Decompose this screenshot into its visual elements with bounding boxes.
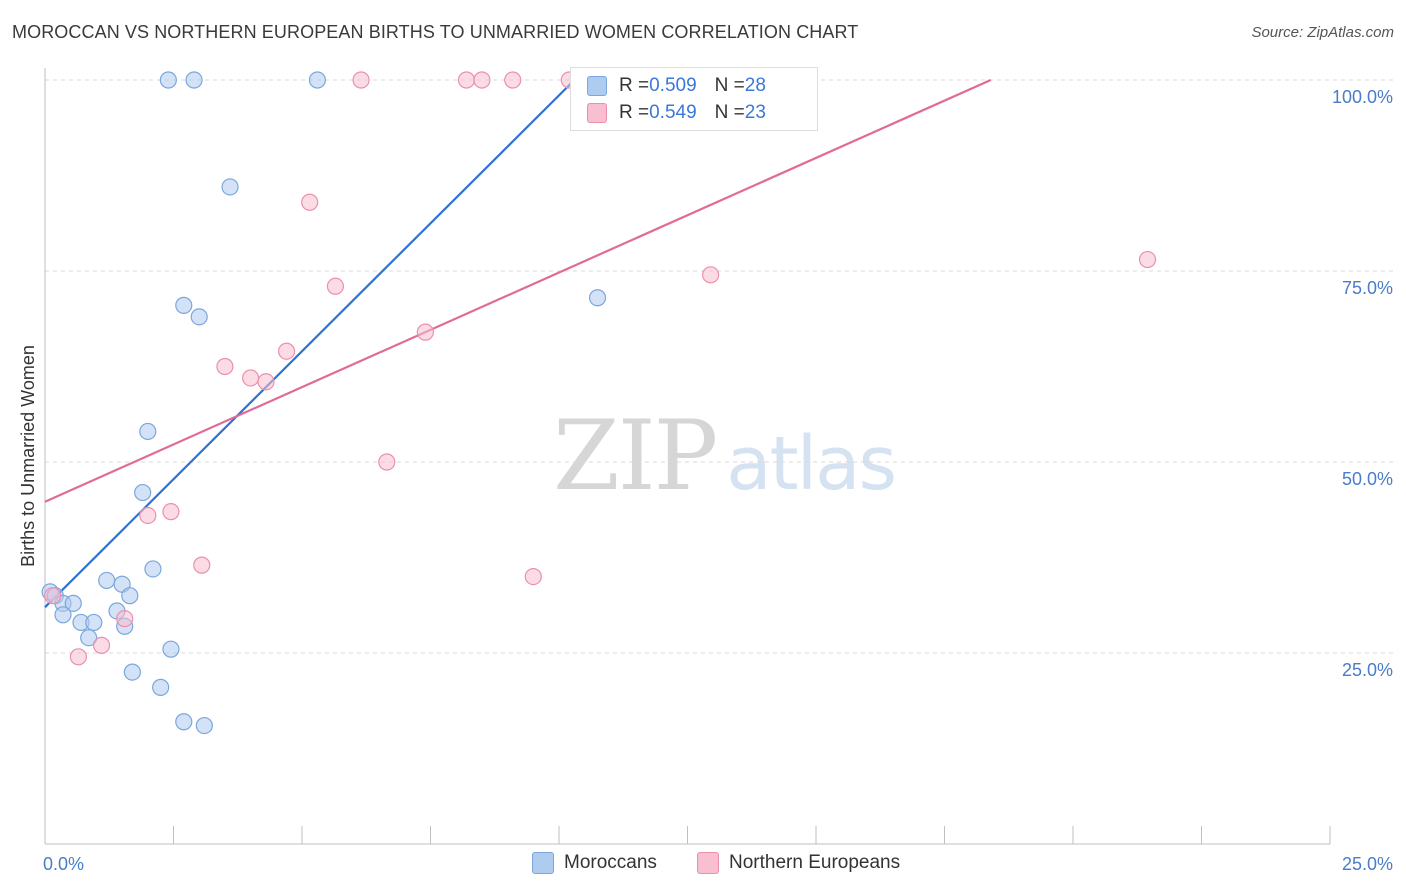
legend-item-northern-europeans: Northern Europeans [697, 852, 900, 874]
legend-label-northern-europeans: Northern Europeans [729, 852, 901, 873]
point-moroccans [139, 422, 157, 441]
point-northern-europeans [44, 587, 62, 605]
point-moroccans [152, 678, 170, 696]
point-northern-europeans [524, 567, 542, 586]
point-northern-europeans [193, 556, 211, 574]
point-northern-europeans [378, 453, 396, 471]
y-tick-label: 25.0% [1342, 660, 1393, 680]
point-moroccans [144, 560, 162, 578]
trend-line-moroccans [44, 79, 576, 608]
point-northern-europeans [242, 369, 260, 387]
legend-swatch-pink [697, 852, 719, 874]
legend-row-northern-europeans: R = 0.549 N = 23 [587, 100, 766, 126]
point-moroccans [64, 594, 82, 612]
legend-n-label: N = [714, 102, 745, 123]
point-moroccans [123, 663, 141, 681]
x-tick-label: 25.0% [1342, 854, 1393, 874]
point-northern-europeans [504, 71, 522, 89]
correlation-legend: R = 0.509 N = 28 R = 0.549 N = 23 [570, 67, 818, 131]
point-moroccans [98, 571, 116, 590]
point-moroccans [175, 296, 193, 314]
point-northern-europeans [162, 503, 180, 521]
legend-n-label: N = [714, 75, 745, 96]
trend-lines [44, 78, 992, 608]
point-moroccans [185, 71, 203, 89]
point-northern-europeans [69, 648, 88, 666]
point-moroccans [80, 629, 98, 647]
y-tick-label: 100.0% [1332, 87, 1393, 107]
point-moroccans [54, 606, 72, 624]
x-tick-label: 0.0% [43, 854, 84, 874]
trend-line-northern-europeans [44, 78, 992, 503]
point-northern-europeans [1138, 250, 1157, 269]
point-northern-europeans [352, 71, 370, 89]
y-tick-label: 50.0% [1342, 469, 1393, 489]
watermark-atlas: atlas [726, 421, 897, 507]
legend-swatch-blue [532, 852, 554, 874]
point-moroccans [85, 613, 103, 632]
point-moroccans [134, 483, 152, 502]
tick-labels: Births to Unmarried Women 25.0% 50.0% 75.0%… [18, 87, 1393, 874]
grid-lines [45, 79, 1394, 654]
legend-r-value: 0.549 [649, 102, 697, 123]
watermark: ZIP atlas [553, 400, 897, 512]
y-tick-label: 75.0% [1342, 278, 1393, 298]
legend-r-label: R = [619, 75, 650, 96]
point-moroccans [195, 716, 213, 735]
legend-n-value: 23 [744, 102, 766, 123]
watermark-zip: ZIP [553, 400, 718, 512]
legend-n-value: 28 [744, 75, 766, 96]
legend-item-moroccans: Moroccans [532, 852, 657, 874]
point-moroccans [308, 71, 327, 89]
point-northern-europeans [92, 636, 111, 654]
point-northern-europeans [473, 71, 491, 89]
point-moroccans [159, 71, 177, 89]
point-moroccans [162, 640, 180, 658]
point-moroccans [588, 289, 607, 307]
point-moroccans [221, 178, 239, 196]
data-points [41, 71, 1157, 735]
y-axis-title: Births to Unmarried Women [18, 345, 38, 567]
point-northern-europeans [416, 323, 434, 341]
point-northern-europeans [216, 357, 234, 376]
point-moroccans [121, 587, 139, 605]
series-legend: Moroccans Northern Europeans [0, 850, 1406, 880]
legend-r-value: 0.509 [649, 75, 697, 96]
point-northern-europeans [301, 193, 319, 211]
chart-title: MOROCCAN VS NORTHERN EUROPEAN BIRTHS TO … [12, 22, 859, 42]
legend-row-moroccans: R = 0.509 N = 28 [587, 73, 766, 99]
point-northern-europeans [139, 506, 157, 525]
point-northern-europeans [702, 266, 720, 284]
legend-r-label: R = [619, 102, 650, 123]
point-northern-europeans [457, 71, 476, 89]
point-northern-europeans [277, 342, 296, 360]
point-moroccans [175, 713, 193, 731]
point-northern-europeans [116, 610, 134, 628]
source-credit: Source: ZipAtlas.com [1251, 24, 1394, 41]
axes [44, 68, 1331, 845]
point-northern-europeans [326, 277, 345, 295]
point-northern-europeans [257, 373, 275, 391]
point-moroccans [190, 308, 208, 326]
legend-swatch-blue [587, 76, 607, 96]
legend-label-moroccans: Moroccans [564, 852, 657, 873]
legend-swatch-pink [587, 103, 607, 123]
